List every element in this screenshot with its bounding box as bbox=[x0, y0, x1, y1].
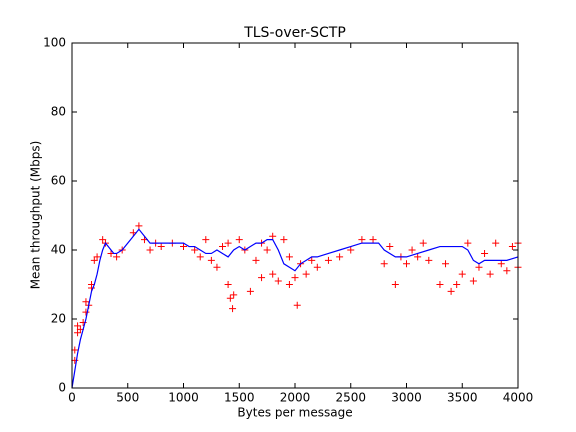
x-tick-label: 3000 bbox=[391, 391, 422, 405]
x-tick-label: 1000 bbox=[168, 391, 199, 405]
point bbox=[324, 256, 332, 264]
point bbox=[291, 274, 299, 282]
point bbox=[481, 249, 489, 257]
point bbox=[453, 281, 461, 288]
point bbox=[492, 239, 500, 247]
point bbox=[369, 236, 377, 244]
point bbox=[269, 270, 277, 278]
y-tick-label: 60 bbox=[51, 174, 66, 188]
point bbox=[475, 263, 483, 271]
point bbox=[497, 260, 505, 268]
x-tick-label: 500 bbox=[116, 391, 139, 405]
point bbox=[458, 270, 466, 278]
point bbox=[380, 260, 388, 268]
point bbox=[469, 277, 477, 285]
point bbox=[246, 287, 254, 295]
point bbox=[235, 236, 243, 244]
point bbox=[82, 308, 90, 316]
x-tick-label: 1500 bbox=[224, 391, 255, 405]
point bbox=[219, 243, 227, 251]
point bbox=[464, 239, 472, 247]
mean-line bbox=[71, 228, 519, 389]
point bbox=[258, 274, 266, 282]
point bbox=[508, 243, 516, 251]
point bbox=[425, 256, 433, 264]
point bbox=[224, 239, 232, 247]
point bbox=[442, 260, 450, 268]
y-tick-label: 80 bbox=[51, 105, 66, 119]
point bbox=[285, 281, 293, 288]
chart-title: TLS-over-SCTP bbox=[243, 25, 346, 41]
point bbox=[280, 236, 288, 244]
point bbox=[503, 267, 511, 275]
point bbox=[419, 239, 427, 247]
point bbox=[226, 294, 234, 302]
point bbox=[336, 253, 344, 261]
x-axis-label: Bytes per message bbox=[237, 406, 352, 420]
point bbox=[202, 236, 210, 244]
point bbox=[146, 246, 154, 254]
x-tick-label: 2000 bbox=[280, 391, 311, 405]
point bbox=[213, 263, 221, 271]
point bbox=[414, 253, 422, 261]
point bbox=[252, 256, 260, 264]
point bbox=[313, 263, 321, 271]
point bbox=[347, 246, 355, 254]
point bbox=[436, 281, 444, 288]
point bbox=[230, 291, 238, 299]
point bbox=[408, 246, 416, 254]
point bbox=[135, 222, 143, 230]
point bbox=[285, 253, 293, 261]
point bbox=[196, 253, 204, 261]
point bbox=[157, 243, 165, 251]
point bbox=[293, 301, 301, 309]
y-tick-label: 20 bbox=[51, 312, 66, 326]
point bbox=[358, 236, 366, 244]
y-tick-label: 0 bbox=[58, 381, 66, 395]
x-tick-label: 4000 bbox=[503, 391, 534, 405]
point bbox=[263, 246, 271, 254]
point bbox=[391, 281, 399, 288]
point bbox=[180, 243, 187, 251]
point bbox=[447, 287, 455, 295]
x-tick-label: 0 bbox=[68, 391, 76, 405]
y-axis-label: Mean throughput (Mbps) bbox=[29, 141, 43, 290]
point bbox=[274, 277, 282, 285]
x-tick-label: 2500 bbox=[335, 391, 366, 405]
point bbox=[386, 243, 394, 251]
point bbox=[403, 260, 410, 268]
y-tick-label: 100 bbox=[43, 36, 66, 50]
point bbox=[224, 281, 232, 288]
y-tick-label: 40 bbox=[51, 243, 66, 257]
point bbox=[93, 253, 101, 261]
point bbox=[302, 270, 310, 278]
point bbox=[308, 256, 316, 264]
point bbox=[486, 270, 494, 278]
point bbox=[113, 253, 121, 261]
point bbox=[269, 232, 277, 240]
point bbox=[229, 305, 237, 313]
x-tick-label: 3500 bbox=[447, 391, 478, 405]
point bbox=[191, 246, 199, 254]
point bbox=[207, 256, 215, 264]
